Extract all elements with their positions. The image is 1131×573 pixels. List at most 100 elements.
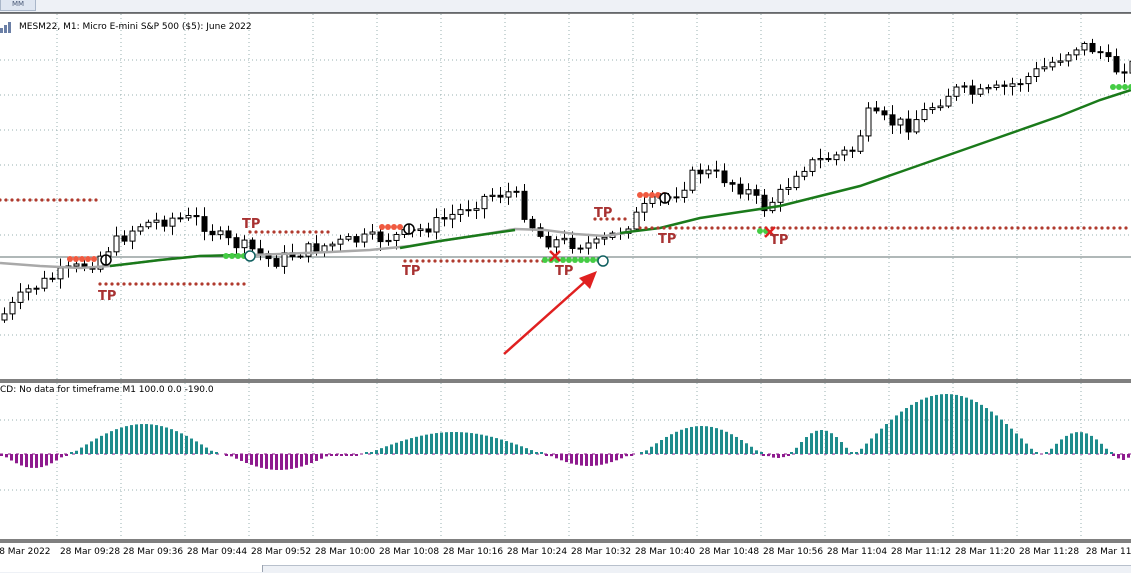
candle-body [153, 219, 160, 223]
histogram-bar-negative [620, 454, 623, 459]
level-dot [611, 217, 615, 221]
level-dot [302, 230, 306, 234]
level-dot [421, 259, 425, 263]
level-dot [908, 226, 912, 230]
candle-body [1113, 56, 1120, 73]
histogram-bar-positive [745, 443, 748, 454]
candle-body [441, 217, 448, 220]
histogram-bar-negative [340, 454, 343, 456]
candle-body [993, 84, 1000, 89]
histogram-bar-positive [165, 427, 168, 454]
histogram-bar-positive [665, 436, 668, 454]
histogram-bar-positive [845, 447, 848, 454]
candle-body [537, 227, 544, 237]
histogram-bar-positive [710, 426, 713, 454]
histogram-bar-negative [280, 454, 283, 470]
histogram-bar-negative [600, 454, 603, 465]
level-dot [1124, 226, 1128, 230]
candle-body [1049, 61, 1056, 68]
histogram-bar-positive [705, 426, 708, 454]
histogram-bar-positive [425, 434, 428, 454]
level-dot [212, 282, 216, 286]
histogram-bar-positive [650, 446, 653, 454]
level-dot [94, 198, 98, 202]
level-dot [469, 259, 473, 263]
histogram-bar-negative [610, 454, 613, 463]
exit-dot [235, 253, 241, 259]
histogram-bar-negative [295, 454, 298, 468]
level-dot [710, 226, 714, 230]
time-axis-label: 28 Mar 10:40 [634, 547, 696, 557]
candle-body [1001, 84, 1008, 87]
level-dot [254, 230, 258, 234]
histogram-bar-positive [1015, 433, 1018, 454]
time-axis-label: 28 Mar 10:08 [378, 547, 440, 557]
tp-label: TP [555, 264, 573, 279]
level-dot [848, 226, 852, 230]
candle-body [1081, 42, 1088, 51]
level-dot [842, 226, 846, 230]
histogram-bar-positive [160, 426, 163, 454]
level-dot [511, 259, 515, 263]
candle-body [297, 255, 304, 258]
level-dot [463, 259, 467, 263]
level-dot [415, 259, 419, 263]
candle-body [961, 85, 968, 88]
histogram-bar-positive [415, 436, 418, 454]
histogram-bar-negative [767, 454, 770, 457]
histogram-bar-negative [615, 454, 618, 461]
entry-dot [73, 256, 79, 262]
histogram-bar-positive [400, 441, 403, 454]
histogram-bar-negative [625, 454, 628, 457]
histogram-bar-positive [410, 438, 413, 454]
histogram-bar-negative [65, 454, 68, 456]
candle-body [57, 267, 64, 280]
level-dot [836, 226, 840, 230]
chart-bottom-tab[interactable] [0, 565, 263, 572]
histogram-bar-positive [830, 433, 833, 454]
histogram-bar-positive [720, 429, 723, 454]
candle-body [217, 230, 224, 236]
histogram-bar-negative [235, 454, 238, 459]
candle-body [697, 169, 704, 175]
level-dot [224, 282, 228, 286]
candle-body [521, 190, 528, 220]
histogram-bar-positive [875, 433, 878, 454]
histogram-bar-positive [805, 437, 808, 454]
histogram-bar-negative [1117, 454, 1120, 459]
histogram-bar-positive [755, 450, 758, 454]
histogram-bar-positive [445, 432, 448, 454]
time-axis-label: 28 Mar 10:48 [698, 547, 760, 557]
level-dot [529, 259, 533, 263]
histogram-bar-positive [370, 452, 373, 454]
histogram-bar-positive [815, 430, 818, 454]
histogram-bar-positive [640, 452, 643, 454]
histogram-bar-positive [515, 444, 518, 454]
histogram-bar-negative [545, 454, 548, 456]
histogram-bar-positive [420, 435, 423, 454]
chart-tab[interactable]: MM [0, 0, 36, 11]
level-dot [740, 226, 744, 230]
candle-body [329, 243, 336, 247]
level-dot [284, 230, 288, 234]
histogram-bar-positive [130, 425, 133, 454]
level-dot [680, 226, 684, 230]
candle-body [1121, 71, 1128, 74]
level-dot [182, 282, 186, 286]
tp-label: TP [594, 206, 612, 221]
tp-label: TP [98, 289, 116, 304]
chart-window-icon [0, 21, 14, 33]
candle-body [585, 242, 592, 249]
level-dot [950, 226, 954, 230]
histogram-bar-positive [485, 435, 488, 454]
exit-dot [566, 257, 572, 263]
level-dot [236, 282, 240, 286]
histogram-bar-positive [950, 394, 953, 454]
level-dot [962, 226, 966, 230]
histogram-bar-negative [230, 454, 233, 457]
histogram-bar-positive [145, 424, 148, 454]
candle-body [1025, 76, 1032, 85]
histogram-bar-positive [1090, 435, 1093, 454]
